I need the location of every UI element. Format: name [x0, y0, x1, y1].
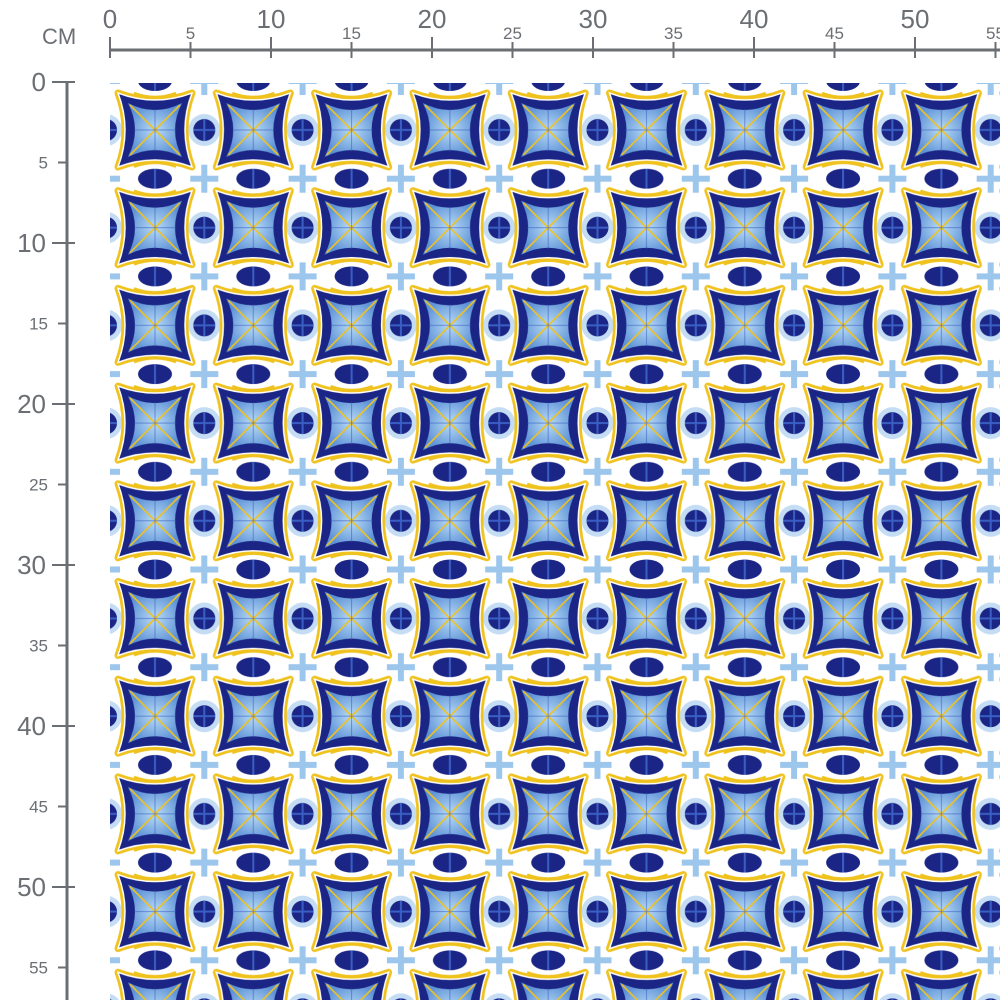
- left-ruler-label: 25: [29, 476, 48, 495]
- top-ruler-label: 25: [503, 24, 522, 43]
- left-ruler-label: 5: [39, 154, 48, 173]
- top-ruler-label: 15: [342, 24, 361, 43]
- top-ruler-label: 35: [664, 24, 683, 43]
- left-ruler-label: 10: [17, 228, 46, 258]
- left-ruler-label: 55: [29, 959, 48, 978]
- left-ruler-label: 20: [17, 389, 46, 419]
- left-ruler-label: 35: [29, 637, 48, 656]
- top-ruler-label: 10: [257, 4, 286, 34]
- top-ruler-label: 40: [740, 4, 769, 34]
- top-ruler-label: 55: [986, 24, 1000, 43]
- tile-pattern: [110, 83, 1000, 1000]
- fabric-pattern-preview: [110, 83, 1000, 1000]
- top-ruler-label: 20: [418, 4, 447, 34]
- top-ruler-label: 45: [825, 24, 844, 43]
- left-ruler-label: 45: [29, 798, 48, 817]
- left-ruler-label: 40: [17, 711, 46, 741]
- top-ruler-label: 0: [103, 4, 117, 34]
- ruler-unit-label: CM: [42, 24, 77, 49]
- top-ruler-label: 50: [901, 4, 930, 34]
- left-ruler-label: 15: [29, 315, 48, 334]
- top-ruler-label: 5: [186, 24, 195, 43]
- top-ruler-label: 30: [579, 4, 608, 34]
- left-ruler-label: 0: [32, 67, 46, 97]
- left-ruler-label: 30: [17, 550, 46, 580]
- left-ruler-label: 50: [17, 872, 46, 902]
